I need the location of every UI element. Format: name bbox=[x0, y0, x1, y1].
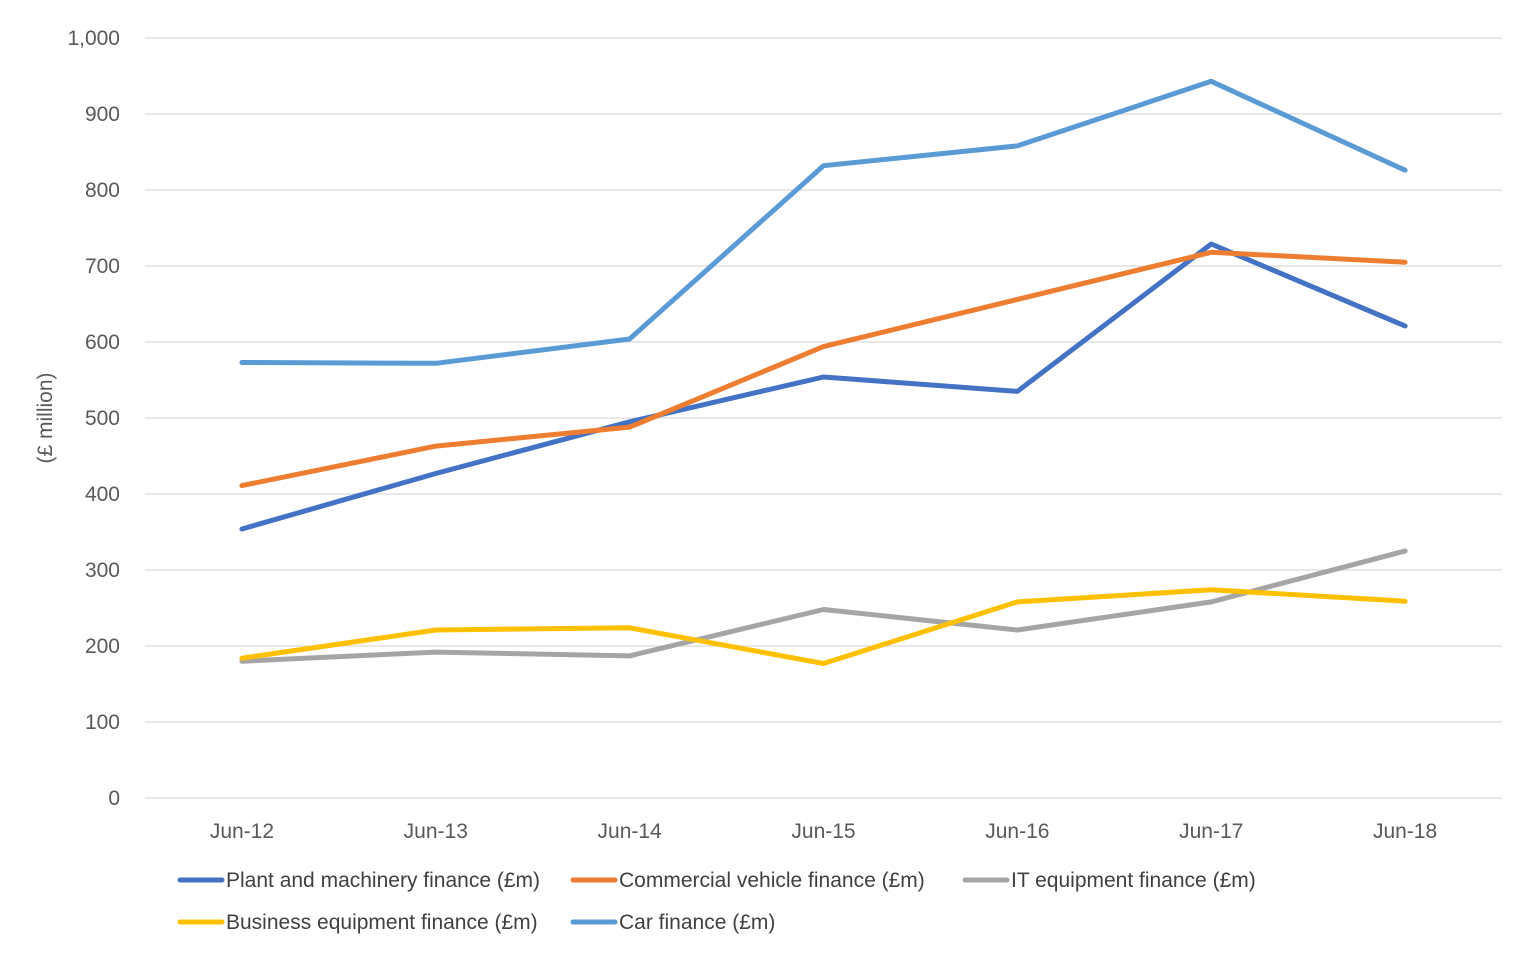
y-axis: 0 100 200 300 400 500 600 700 800 900 1,000 bbox=[67, 27, 120, 810]
y-tick-label: 400 bbox=[85, 483, 120, 506]
y-tick-label: 500 bbox=[85, 407, 120, 430]
legend-item: Business equipment finance (£m) bbox=[177, 911, 538, 934]
y-tick-label: 1,000 bbox=[67, 27, 120, 50]
legend-label: Business equipment finance (£m) bbox=[226, 911, 538, 934]
y-tick-label: 300 bbox=[85, 559, 120, 582]
series-line bbox=[239, 241, 1408, 532]
series-line bbox=[239, 548, 1408, 664]
legend: Plant and machinery finance (£m) Commerci… bbox=[177, 869, 1256, 934]
legend-label: Plant and machinery finance (£m) bbox=[226, 869, 540, 892]
y-tick-label: 700 bbox=[85, 255, 120, 278]
x-tick-label: Jun-17 bbox=[1179, 820, 1243, 843]
series-line bbox=[239, 587, 1408, 666]
legend-label: IT equipment finance (£m) bbox=[1011, 869, 1256, 892]
legend-item: Commercial vehicle finance (£m) bbox=[570, 869, 925, 892]
series-line bbox=[239, 249, 1408, 489]
y-tick-label: 600 bbox=[85, 331, 120, 354]
x-axis: Jun-12 Jun-13 Jun-14 Jun-15 Jun-16 Jun-17 Jun-… bbox=[145, 797, 1502, 843]
legend-item: Car finance (£m) bbox=[570, 911, 775, 934]
y-tick-label: 100 bbox=[85, 711, 120, 734]
y-tick-label: 900 bbox=[85, 103, 120, 126]
gridlines bbox=[145, 37, 1502, 723]
y-tick-label: 0 bbox=[108, 787, 120, 810]
legend-label: Commercial vehicle finance (£m) bbox=[619, 869, 925, 892]
x-tick-label: Jun-12 bbox=[210, 820, 274, 843]
x-tick-label: Jun-15 bbox=[791, 820, 855, 843]
y-axis-title: (£ million) bbox=[34, 372, 57, 463]
x-tick-label: Jun-14 bbox=[598, 820, 663, 843]
y-tick-label: 800 bbox=[85, 179, 120, 202]
legend-label: Car finance (£m) bbox=[619, 911, 775, 934]
legend-item: Plant and machinery finance (£m) bbox=[177, 869, 540, 892]
x-tick-label: Jun-16 bbox=[985, 820, 1049, 843]
y-tick-label: 200 bbox=[85, 635, 120, 658]
x-tick-label: Jun-13 bbox=[404, 820, 468, 843]
legend-item: IT equipment finance (£m) bbox=[962, 869, 1256, 892]
x-tick-label: Jun-18 bbox=[1373, 820, 1437, 843]
series-line bbox=[239, 78, 1408, 366]
series-lines bbox=[239, 78, 1408, 666]
